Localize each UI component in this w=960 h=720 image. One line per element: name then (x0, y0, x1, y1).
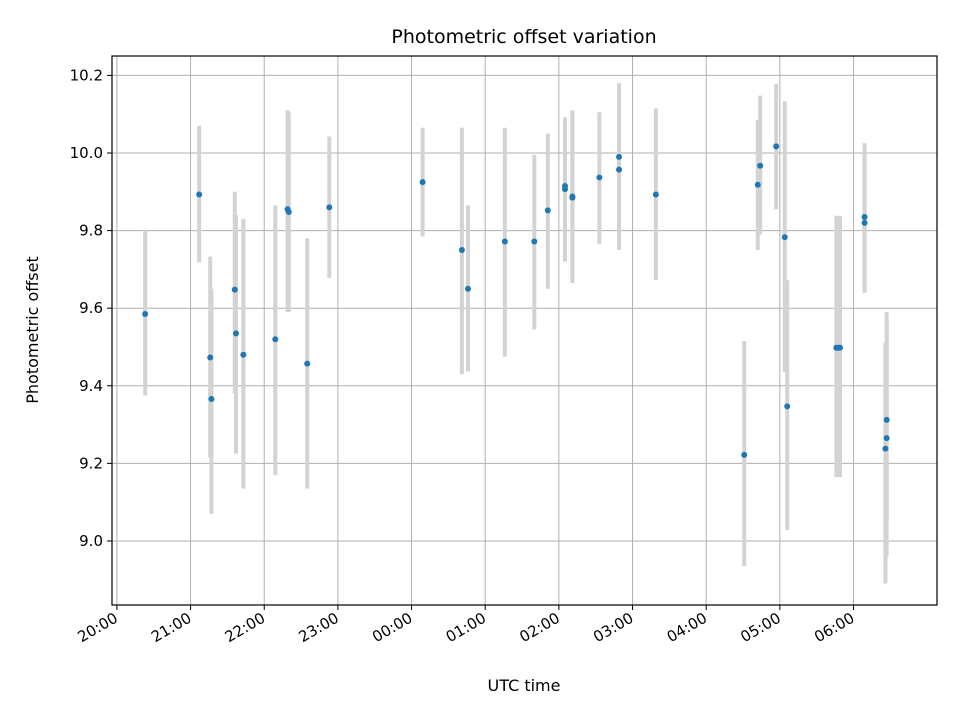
data-point (458, 246, 465, 253)
data-point (196, 191, 203, 198)
data-point (773, 143, 780, 150)
data-point (208, 395, 215, 402)
x-tick-label: 05:00 (737, 609, 783, 646)
data-point (616, 153, 623, 160)
data-point (837, 344, 844, 351)
grid-lines (112, 56, 937, 605)
data-point (501, 238, 508, 245)
y-axis: 9.0 9.2 9.4 9.6 9.8 10.0 10.2 (70, 66, 112, 550)
chart-title: Photometric offset variation (391, 26, 656, 48)
y-tick-label: 9.4 (79, 377, 103, 395)
x-tick-label: 21:00 (148, 609, 194, 646)
data-point (781, 234, 788, 241)
x-axis-title: UTC time (488, 676, 561, 695)
x-tick-label: 20:00 (74, 609, 120, 646)
data-point (285, 208, 292, 215)
x-axis: 20:00 21:00 22:00 23:00 00:00 01:00 02:00 03:00… (74, 605, 858, 646)
x-tick-label: 23:00 (295, 609, 341, 646)
x-tick-label: 03:00 (590, 609, 636, 646)
y-tick-label: 9.2 (79, 454, 103, 472)
data-point (231, 286, 238, 293)
data-point (784, 403, 791, 410)
data-point (544, 207, 551, 214)
data-point (741, 451, 748, 458)
data-point (142, 311, 149, 318)
x-tick-label: 02:00 (516, 609, 562, 646)
data-points (142, 143, 890, 458)
x-tick-label: 04:00 (664, 609, 710, 646)
y-tick-label: 10.0 (70, 144, 103, 162)
data-point (652, 191, 659, 198)
x-tick-label: 06:00 (811, 609, 857, 646)
x-tick-label: 00:00 (369, 609, 415, 646)
y-axis-title: Photometric offset (23, 256, 42, 404)
data-point (757, 162, 764, 169)
data-point (596, 174, 603, 181)
data-point (304, 360, 311, 367)
data-point (465, 285, 472, 292)
data-point (616, 166, 623, 173)
data-point (569, 194, 576, 201)
data-point (326, 204, 333, 211)
y-tick-label: 9.0 (79, 532, 103, 550)
y-tick-label: 10.2 (70, 66, 103, 84)
x-tick-label: 22:00 (222, 609, 268, 646)
y-tick-label: 9.6 (79, 299, 103, 317)
x-tick-label: 01:00 (443, 609, 489, 646)
data-point (419, 179, 426, 186)
error-bars (143, 83, 889, 584)
data-point (883, 416, 890, 423)
data-point (531, 238, 538, 245)
data-point (232, 330, 239, 337)
data-point (861, 219, 868, 226)
plot-area-frame (111, 55, 938, 606)
y-tick-label: 9.8 (79, 222, 103, 240)
data-point (207, 354, 214, 361)
data-point (883, 435, 890, 442)
data-point (272, 336, 279, 343)
data-point (240, 351, 247, 358)
data-point (882, 445, 889, 452)
data-point (562, 186, 569, 193)
data-point (754, 181, 761, 188)
data-point (861, 214, 868, 221)
